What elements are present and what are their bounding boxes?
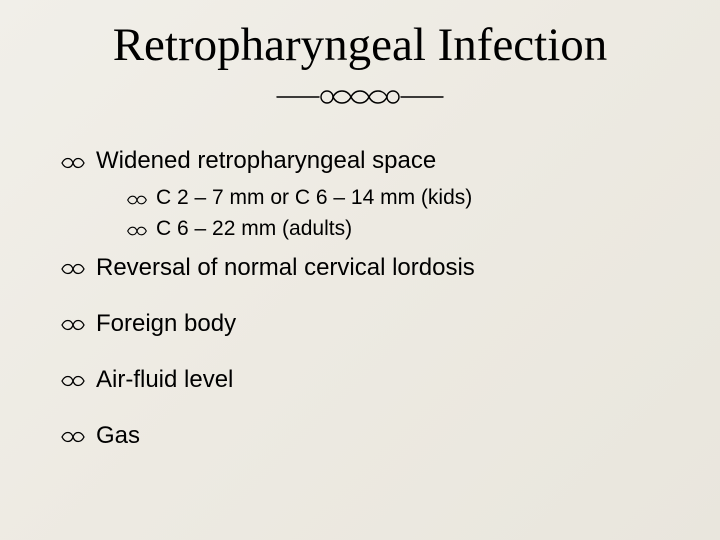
list-item-text: Reversal of normal cervical lordosis [96,254,475,281]
list-item: C 2 – 7 mm or C 6 – 14 mm (kids) [126,184,670,211]
flourish-bullet-icon [60,368,86,398]
flourish-bullet-icon [60,256,86,286]
list-item-text: C 2 – 7 mm or C 6 – 14 mm (kids) [156,186,472,209]
flourish-bullet-icon [60,312,86,342]
flourish-bullet-icon [60,424,86,454]
list-item-text: C 6 – 22 mm (adults) [156,217,352,240]
flourish-bullet-icon [126,188,148,215]
list-item: Foreign body [60,309,670,339]
list-item-text: Foreign body [96,310,236,337]
list-item-text: Gas [96,422,140,449]
list-item: Reversal of normal cervical lordosis [60,253,670,283]
flourish-bullet-icon [126,219,148,246]
slide: Retropharyngeal Infection Widened retrop… [0,0,720,540]
sub-bullet-list: C 2 – 7 mm or C 6 – 14 mm (kids) C 6 – 2… [96,176,670,243]
flourish-bullet-icon [60,150,86,180]
list-item: Widened retropharyngeal space C 2 – 7 mm… [60,146,670,243]
list-item: Air-fluid level [60,365,670,395]
page-title: Retropharyngeal Infection [50,18,670,72]
list-item: Gas [60,421,670,451]
list-item-text: Air-fluid level [96,366,233,393]
title-divider [50,86,670,110]
list-item-text: Widened retropharyngeal space [96,147,436,174]
list-item: C 6 – 22 mm (adults) [126,215,670,242]
bullet-list: Widened retropharyngeal space C 2 – 7 mm… [50,146,670,451]
divider-flourish-icon [275,86,445,108]
